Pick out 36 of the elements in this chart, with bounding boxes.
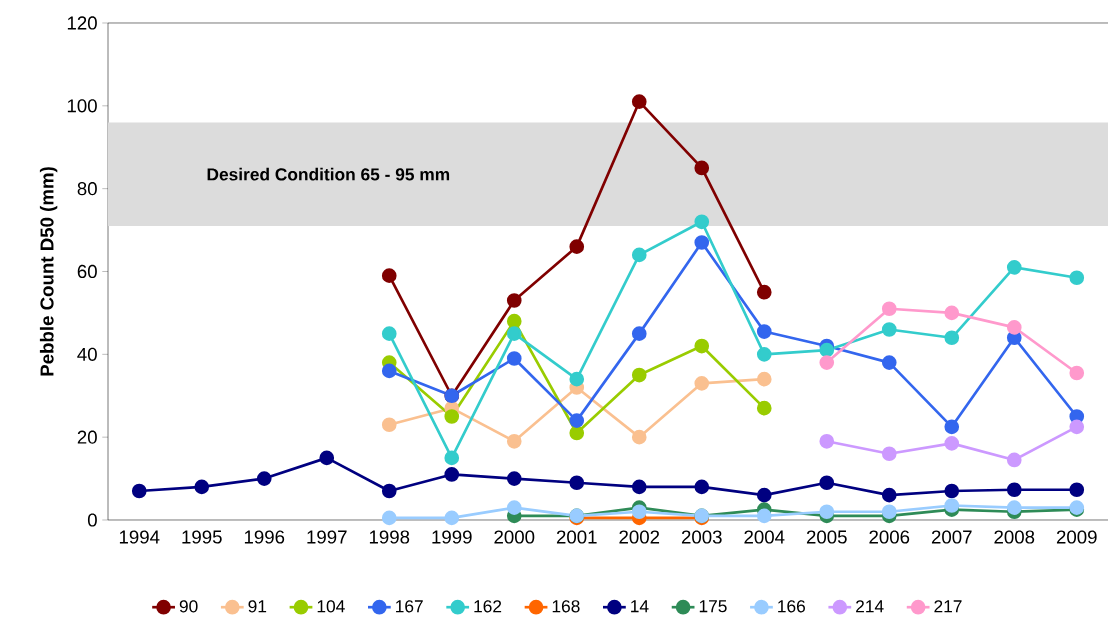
legend-label: 167 <box>396 600 423 613</box>
x-tick-label: 1994 <box>119 530 160 544</box>
x-tick-label: 2001 <box>556 530 597 544</box>
x-tick-label: 1996 <box>244 530 285 544</box>
x-tick-label: 1997 <box>307 530 347 544</box>
y-tick-label: 0 <box>87 513 97 527</box>
x-tick-label: 1999 <box>432 530 472 544</box>
band-label: Desired Condition 65 - 95 mm <box>207 167 450 181</box>
y-tick-label: 80 <box>77 182 97 196</box>
legend-label: 168 <box>552 600 580 613</box>
x-tick-label: 2000 <box>494 530 535 544</box>
x-tick-label: 1998 <box>369 530 410 544</box>
x-tick-label: 2003 <box>681 530 722 544</box>
legend-label: 91 <box>248 600 267 613</box>
y-tick-label: 100 <box>67 99 97 113</box>
y-tick-label: 60 <box>77 264 97 279</box>
x-tick-label: 2006 <box>869 530 910 544</box>
legend-label: 90 <box>179 600 198 613</box>
legend-label: 14 <box>631 600 649 613</box>
y-tick-label: 120 <box>67 16 97 30</box>
x-tick-label: 2009 <box>1056 530 1097 544</box>
x-tick-label: 2004 <box>744 530 785 544</box>
legend-label: 104 <box>317 600 345 613</box>
legend-label: 175 <box>699 600 727 613</box>
legend-label: 214 <box>856 600 884 613</box>
x-tick-label: 1995 <box>182 530 222 544</box>
x-tick-label: 2008 <box>994 530 1035 544</box>
y-tick-label: 20 <box>77 430 97 444</box>
y-axis-title: Pebble Count D50 (mm) <box>39 167 58 376</box>
y-tick-label: 40 <box>77 347 97 361</box>
x-tick-label: 2005 <box>806 530 847 544</box>
legend-label: 166 <box>778 600 805 613</box>
legend-label: 217 <box>934 600 962 613</box>
x-tick-label: 2007 <box>931 530 972 544</box>
legend-label: 162 <box>474 600 502 613</box>
x-tick-label: 2002 <box>619 530 660 544</box>
